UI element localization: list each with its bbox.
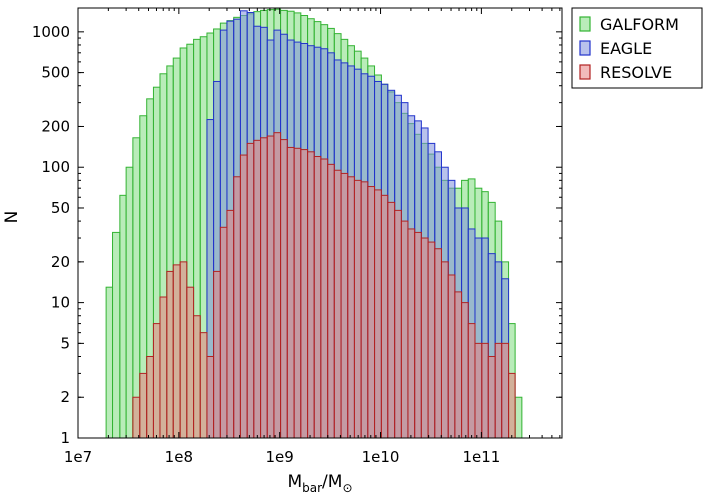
x-axis-label: Mbar/M⊙ [287,472,352,494]
bar-resolve [454,291,463,439]
legend-label-galform: GALFORM [600,15,679,34]
bar-resolve [360,181,369,439]
bar-resolve [266,135,275,439]
y-tick-label: 100 [41,158,70,176]
y-tick-label: 50 [51,199,70,217]
legend: GALFORM EAGLE RESOLVE [571,7,703,89]
legend-swatch-resolve [579,64,591,80]
bar-resolve [226,209,235,439]
bar-resolve [286,146,295,439]
bar-resolve [159,296,168,439]
bar-resolve [501,342,510,439]
bar-resolve [253,139,262,439]
bar-resolve [347,176,355,439]
bar-galform [119,194,127,439]
bar-resolve [461,302,469,439]
bar-resolve [487,355,496,439]
y-tick-label: 20 [51,253,70,271]
bar-galform [125,166,134,439]
y-axis-label: N [2,211,22,224]
bar-resolve [246,142,255,439]
legend-label-eagle: EAGLE [600,39,652,58]
y-tick-label: 1000 [32,23,70,41]
bar-resolve [447,274,456,439]
bar-resolve [367,186,376,439]
bar-resolve [467,323,476,439]
x-tick-label: 1e7 [64,448,92,466]
bar-resolve [320,158,329,439]
bar-resolve [186,286,195,439]
bar-resolve [280,139,288,439]
bar-resolve [434,248,442,439]
bar-galform [112,231,121,439]
bar-resolve [213,270,221,439]
bar-galform [132,137,141,439]
bar-resolve [340,172,349,439]
series-resolve [132,132,516,439]
x-axis-label-text: Mbar/M⊙ [287,472,352,494]
bar-resolve [353,179,362,439]
plot-frame [77,7,563,439]
bar-resolve [146,355,154,439]
bar-resolve [394,209,402,439]
bar-resolve [440,261,449,439]
bar-resolve [307,151,315,439]
bar-resolve [260,137,268,439]
bar-resolve [508,372,516,439]
bar-resolve [199,332,208,439]
bar-resolve [139,372,148,439]
bar-resolve [420,237,429,439]
bar-resolve [219,226,228,439]
legend-swatch-galform [579,16,591,32]
bar-resolve [407,228,416,439]
bar-resolve [193,315,201,439]
bar-galform [105,286,114,439]
bar-galform [514,396,523,439]
axis-ticks: 1e7 1e8 1e9 1e10 1e11 1 2 5 10 20 50 100 200 500 1000 [32,8,562,466]
bar-resolve [233,176,241,439]
bar-resolve [273,132,282,439]
y-tick-label: 5 [60,334,70,352]
bar-resolve [427,241,436,439]
x-tick-label: 1e9 [266,448,294,466]
bar-resolve [166,270,174,439]
y-tick-label: 200 [41,117,70,135]
bar-resolve [494,342,503,439]
bar-resolve [333,169,342,439]
y-tick-label: 1 [60,429,70,447]
bar-resolve [132,396,141,439]
legend-label-resolve: RESOLVE [600,63,672,82]
bar-resolve [327,163,335,439]
bar-resolve [414,231,422,439]
x-tick-label: 1e8 [165,448,193,466]
bar-resolve [380,194,389,439]
y-tick-label: 2 [60,388,70,406]
y-tick-label: 500 [41,64,70,82]
y-tick-label: 10 [51,294,70,312]
bar-resolve [179,261,188,439]
bar-resolve [206,355,215,439]
bar-resolve [152,323,161,439]
legend-swatch-eagle [579,40,591,56]
bar-resolve [481,342,489,439]
bar-resolve [172,264,181,439]
bar-resolve [239,154,248,439]
legend-box [571,7,703,89]
bar-resolve [374,189,382,439]
bar-resolve [313,156,322,439]
bar-resolve [400,220,409,439]
bar-resolve [387,201,396,439]
x-tick-label: 1e11 [462,448,500,466]
bar-resolve [293,147,302,439]
bar-resolve [300,149,309,439]
x-tick-label: 1e10 [362,448,400,466]
bar-resolve [474,342,483,439]
